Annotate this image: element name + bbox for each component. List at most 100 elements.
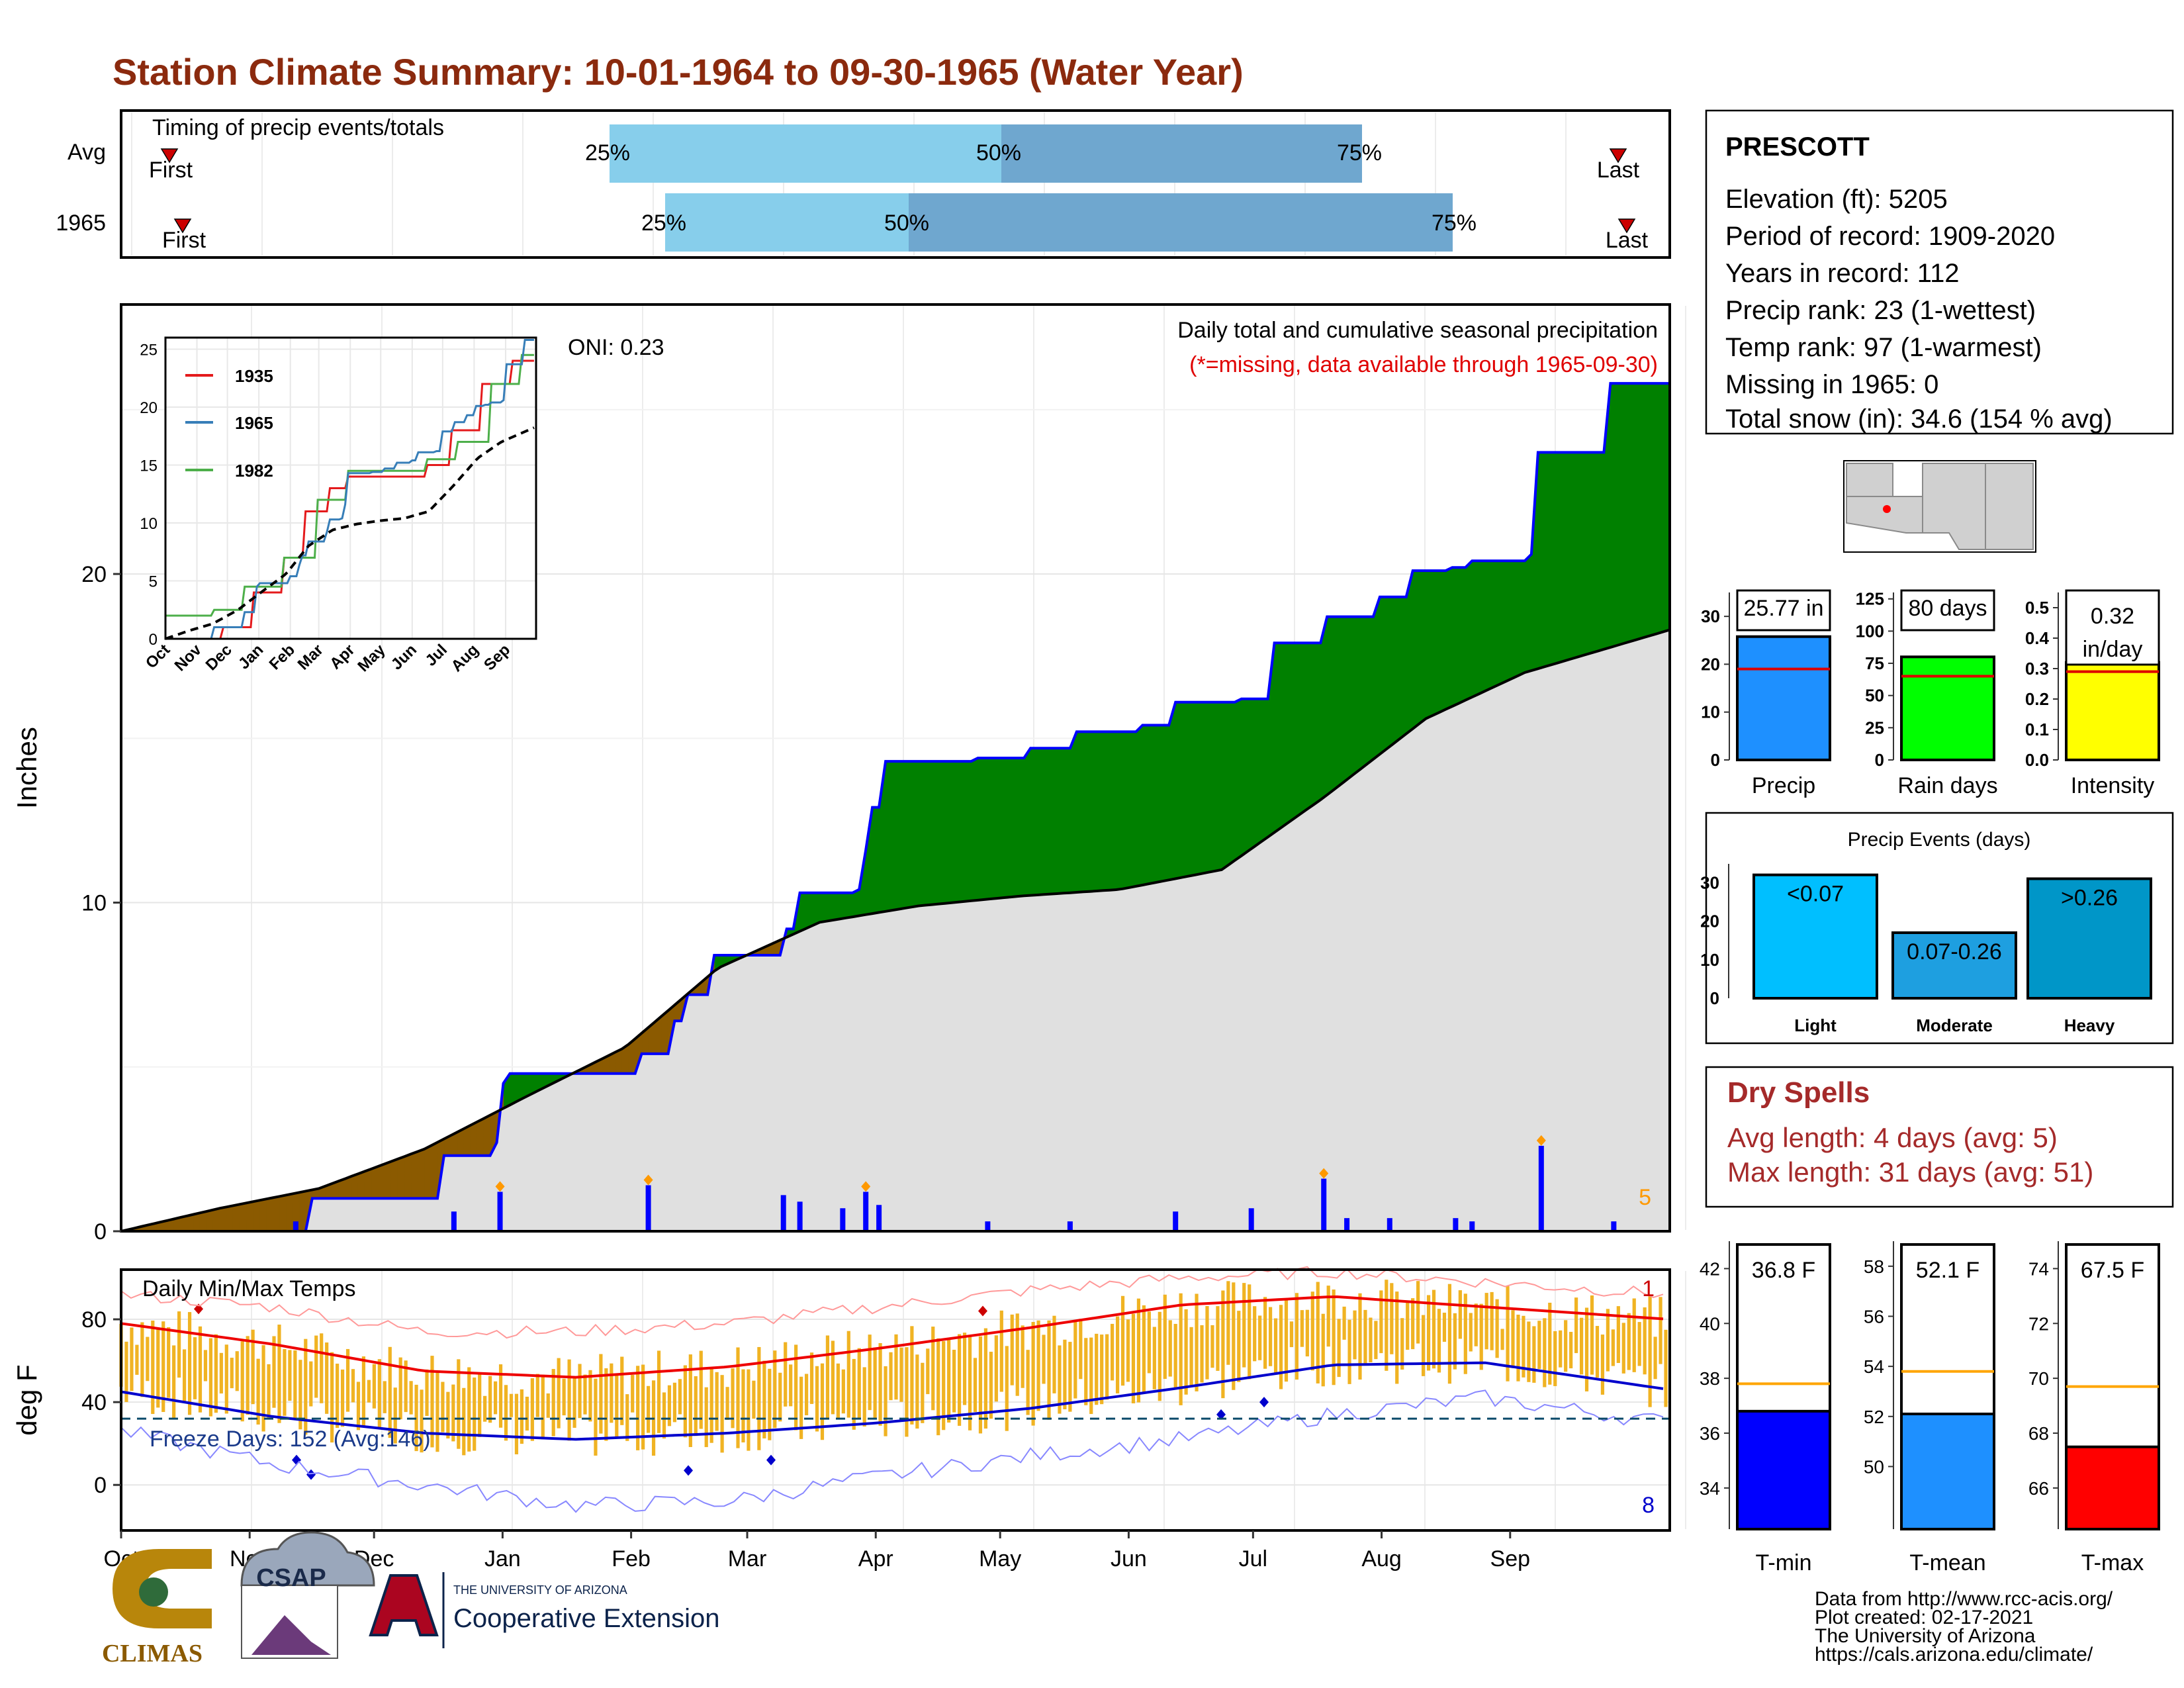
events-bar-label: <0.07 <box>1787 882 1844 907</box>
daily-temp-bar <box>884 1366 887 1436</box>
daily-temp-bar <box>277 1325 281 1423</box>
avg-min-line <box>120 1361 1664 1441</box>
events-title: Precip Events (days) <box>1848 829 2031 851</box>
daily-temp-bar <box>1606 1309 1610 1372</box>
daily-temp-bar <box>715 1372 719 1431</box>
daily-temp-bar <box>1242 1283 1246 1368</box>
daily-temp-bar <box>1358 1293 1362 1380</box>
location-map <box>1843 460 2036 553</box>
cumulative-precip-line <box>121 382 1670 1233</box>
daily-temp-bar <box>520 1389 524 1444</box>
daily-temp-bar <box>1163 1294 1167 1380</box>
inset-legend-1965: 1965 <box>235 413 273 433</box>
daily-temp-bar <box>804 1374 809 1416</box>
record-precip-marker <box>1536 1135 1546 1146</box>
daily-temp-bar <box>968 1336 972 1430</box>
precip-ylabel: Inches <box>11 727 42 809</box>
timing-row-avg-label: Avg <box>68 140 106 165</box>
daily-temp-bar <box>172 1345 176 1419</box>
daily-temp-bar <box>1216 1306 1220 1371</box>
daily-temp-bar <box>156 1329 160 1408</box>
daily-temp-bar <box>135 1344 139 1375</box>
daily-precip-bar <box>1611 1221 1617 1231</box>
record-precip-count: 5 <box>1639 1185 1651 1210</box>
events-bar-label: >0.26 <box>2061 885 2118 910</box>
daily-temp-bar <box>1395 1291 1399 1384</box>
daily-temp-bar <box>1479 1303 1483 1370</box>
daily-temp-bar <box>177 1311 181 1378</box>
avg-cumulative-line <box>120 628 1670 1233</box>
record-temp-marker <box>978 1305 987 1317</box>
daily-temp-bar <box>1189 1327 1193 1387</box>
daily-temp-bar <box>404 1360 408 1413</box>
timing-bar-avg-light <box>610 124 1001 183</box>
daily-temp-bar <box>846 1331 850 1418</box>
daily-temp-bar <box>441 1382 445 1432</box>
daily-temp-bar <box>1442 1313 1447 1342</box>
daily-temp-bar <box>1095 1333 1099 1405</box>
daily-temp-bar <box>435 1372 439 1452</box>
timing-1965-p25: 25% <box>641 211 686 236</box>
inset-line-1965 <box>165 339 534 640</box>
daily-temp-bar <box>1495 1299 1499 1358</box>
station-info: PRESCOTT Elevation (ft): 5205 Period of … <box>1705 109 2174 435</box>
summary-bars: 0 10 20 30 25.77 in Precip 0 25 50 75 100 125 80 day… <box>1701 589 2160 798</box>
daily-temp-bar <box>1369 1317 1373 1363</box>
station-line: Total snow (in): 34.6 (154 % avg) <box>1725 404 2113 434</box>
daily-temp-bar <box>193 1337 197 1399</box>
daily-temp-bar <box>1326 1286 1330 1347</box>
daily-temp-bar <box>1337 1319 1341 1378</box>
temp-summary-bar <box>1736 1409 1831 1531</box>
daily-temp-bar <box>1595 1326 1600 1378</box>
summary-ytick-label: 30 <box>1701 606 1720 626</box>
record-precip-marker <box>1319 1168 1329 1179</box>
daily-temp-bar <box>799 1376 803 1439</box>
daily-temp-bar <box>345 1348 350 1412</box>
daily-temp-bar <box>578 1364 582 1419</box>
daily-temp-bar <box>752 1380 756 1419</box>
daily-temp-bar <box>1374 1321 1378 1360</box>
temp-summary-ytick-label: 38 <box>1700 1368 1720 1389</box>
daily-temp-bar <box>1184 1309 1188 1395</box>
daily-temp-bar <box>1079 1319 1083 1380</box>
daily-temp-bar <box>1426 1295 1431 1371</box>
temp-summary-value-label: 52.1 F <box>1916 1258 1979 1283</box>
timing-1965-p50: 50% <box>884 211 929 236</box>
last-marker-1965 <box>1617 218 1636 234</box>
daily-temp-bar <box>620 1356 624 1425</box>
record-temp-marker <box>1259 1397 1269 1408</box>
summary-ytick-label: 10 <box>1701 702 1720 722</box>
summary-value-label: in/day <box>2083 637 2143 662</box>
temp-summary-bar-label: T-mean <box>1909 1550 1985 1575</box>
daily-temp-bar <box>741 1369 745 1443</box>
daily-temp-bar <box>926 1348 930 1395</box>
daily-temp-bar <box>757 1346 761 1450</box>
daily-temp-bar <box>1463 1293 1467 1374</box>
station-line: Years in record: 112 <box>1725 259 1960 288</box>
daily-precip-bar <box>780 1195 786 1231</box>
daily-temp-bar <box>462 1387 466 1456</box>
daily-temp-bar <box>530 1378 534 1441</box>
events-ytick-label: 0 <box>1710 988 1719 1008</box>
daily-temp-bar <box>567 1359 571 1441</box>
events-ytick-label: 10 <box>1700 950 1719 970</box>
daily-temp-bar <box>610 1363 614 1423</box>
daily-temp-bar <box>1142 1305 1146 1394</box>
daily-temp-bar <box>1453 1313 1457 1370</box>
daily-temp-bar <box>1347 1319 1351 1384</box>
temp-summary-value-label: 67.5 F <box>2081 1258 2144 1283</box>
temp-summary-bar <box>1900 1413 1995 1530</box>
precip-ytick-label: 20 <box>81 562 107 587</box>
events-bar-label: 0.07-0.26 <box>1907 939 2002 964</box>
temp-summary-ytick-label: 68 <box>2028 1423 2049 1444</box>
daily-temp-bar <box>862 1367 866 1427</box>
daily-temp-bar <box>1537 1321 1541 1369</box>
daily-temp-bar <box>699 1350 703 1429</box>
daily-temp-bar <box>130 1327 134 1391</box>
daily-temp-bar <box>1310 1291 1314 1371</box>
inset-ytick-label: 25 <box>140 342 158 359</box>
daily-precip-bar <box>1453 1218 1459 1231</box>
summary-value-label: 80 days <box>1908 596 1987 621</box>
daily-temp-bar <box>899 1347 903 1402</box>
